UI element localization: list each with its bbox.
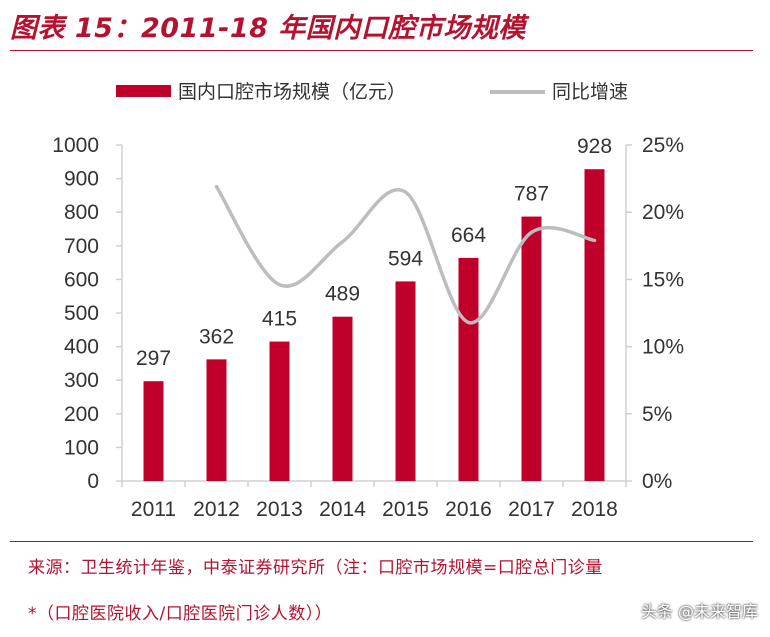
growth-line-group bbox=[214, 184, 597, 325]
bar-value-label: 928 bbox=[577, 135, 612, 158]
right-axis-tick-label: 20% bbox=[642, 201, 684, 224]
left-axis-tick-label: 1000 bbox=[52, 134, 99, 157]
bar-value-label: 664 bbox=[451, 224, 486, 247]
bar bbox=[269, 341, 290, 481]
bar-value-label: 415 bbox=[262, 308, 297, 331]
x-axis-tick-label: 2011 bbox=[131, 498, 176, 521]
left-axis-tick-label: 500 bbox=[64, 302, 99, 325]
legend: 国内口腔市场规模（亿元） 同比增速 bbox=[116, 81, 628, 103]
note-text: *（口腔医院收入/口腔医院门诊人数）） bbox=[28, 604, 333, 624]
bar-value-label: 787 bbox=[514, 183, 549, 206]
bar bbox=[521, 216, 542, 481]
bars bbox=[143, 169, 605, 481]
x-axis-tick-label: 2016 bbox=[445, 498, 492, 521]
right-axis-ticks: 0% 5% 10% 15% 20% 25% bbox=[626, 134, 684, 493]
left-axis-tick-label: 300 bbox=[64, 369, 99, 392]
left-axis-tick-label: 0 bbox=[87, 470, 99, 493]
footer-divider bbox=[10, 541, 753, 542]
left-axis-tick-label: 200 bbox=[64, 403, 99, 426]
left-axis-tick-label: 400 bbox=[64, 336, 99, 359]
watermark: 头条 @未来智库 bbox=[640, 602, 758, 621]
x-axis-tick-label: 2017 bbox=[508, 498, 555, 521]
source-text: 来源：卫生统计年鉴，中泰证券研究所（注：口腔市场规模=口腔总门诊量 bbox=[28, 558, 603, 578]
legend-bar-label: 国内口腔市场规模（亿元） bbox=[178, 81, 406, 103]
left-axis-tick-label: 100 bbox=[64, 436, 99, 459]
right-axis-tick-label: 0% bbox=[642, 470, 672, 493]
x-axis-tick-label: 2015 bbox=[382, 498, 429, 521]
bar-value-label: 594 bbox=[388, 247, 423, 270]
right-axis-tick-label: 15% bbox=[642, 268, 684, 291]
left-axis-tick-label: 800 bbox=[64, 201, 99, 224]
bar bbox=[458, 257, 479, 481]
x-axis-labels: 2011 2012 2013 2014 2015 2016 2017 2018 bbox=[121, 481, 627, 521]
left-axis-tick-label: 700 bbox=[64, 235, 99, 258]
bar bbox=[584, 169, 605, 481]
bar bbox=[332, 316, 353, 481]
legend-bar-swatch bbox=[116, 85, 171, 97]
x-axis-tick-label: 2012 bbox=[193, 498, 240, 521]
bar-value-label: 362 bbox=[199, 325, 234, 348]
chart-title: 图表 15：2011-18 年国内口腔市场规模 bbox=[10, 13, 526, 44]
bar bbox=[206, 359, 227, 481]
title-divider bbox=[10, 50, 753, 51]
right-axis-tick-label: 5% bbox=[642, 403, 672, 426]
x-axis-tick-label: 2014 bbox=[319, 498, 366, 521]
left-axis: 0 100 200 300 400 500 600 700 800 900 1000 bbox=[52, 134, 123, 493]
right-axis-tick-label: 25% bbox=[642, 134, 684, 157]
left-axis-tick-label: 600 bbox=[64, 268, 99, 291]
right-axis: 0% 5% 10% 15% 20% 25% bbox=[625, 134, 684, 493]
combo-chart: 国内口腔市场规模（亿元） 同比增速 0 100 200 300 400 500 600 700… bbox=[52, 81, 684, 521]
growth-rate-line bbox=[214, 184, 597, 325]
legend-line-label: 同比增速 bbox=[552, 81, 628, 103]
bar-labels: 297 362 415 489 594 664 787 928 bbox=[136, 135, 612, 370]
left-axis-tick-label: 900 bbox=[64, 168, 99, 191]
x-axis-tick-label: 2013 bbox=[256, 498, 303, 521]
bar-value-label: 489 bbox=[325, 283, 360, 306]
bar-value-label: 297 bbox=[136, 347, 171, 370]
left-axis-ticks: 0 100 200 300 400 500 600 700 800 900 1000 bbox=[52, 134, 122, 493]
right-axis-tick-label: 10% bbox=[642, 336, 684, 359]
x-axis-tick-label: 2018 bbox=[571, 498, 618, 521]
bar bbox=[395, 281, 416, 481]
bar bbox=[143, 381, 164, 481]
